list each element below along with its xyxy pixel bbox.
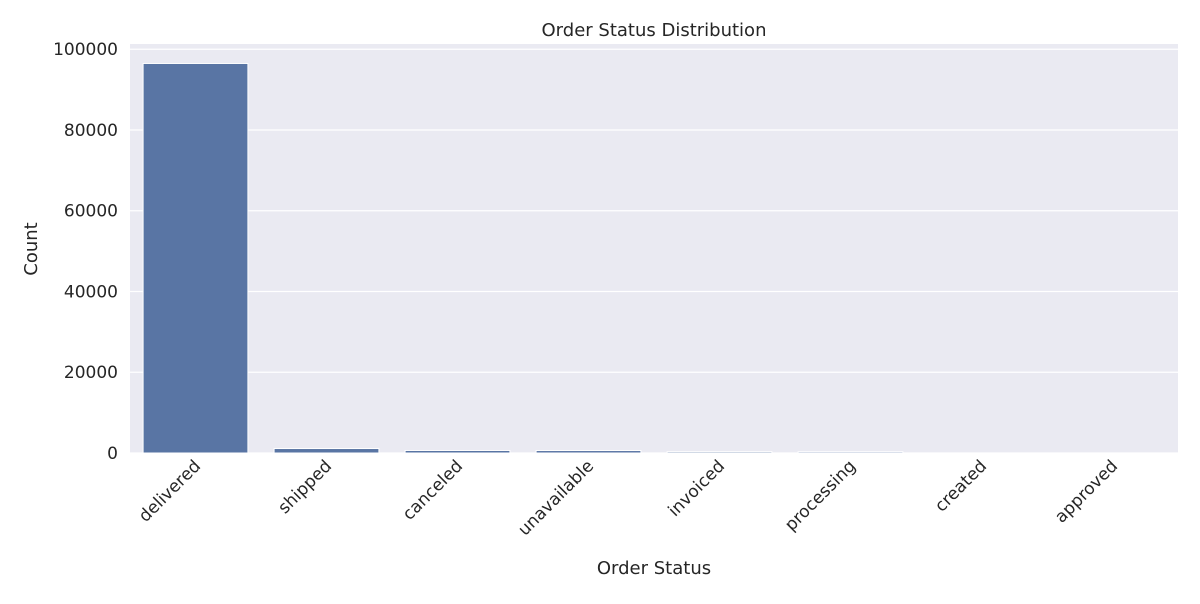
y-tick-label: 60000 <box>64 202 118 222</box>
y-tick-label: 0 <box>107 444 118 464</box>
bar-invoiced <box>667 452 772 453</box>
x-tick-label: canceled <box>399 456 467 524</box>
y-axis-label: Count <box>21 222 42 275</box>
x-tick-label: shipped <box>274 456 336 518</box>
bar-unavailable <box>536 451 641 453</box>
x-tick-label: unavailable <box>514 456 598 540</box>
x-tick-label: approved <box>1051 456 1122 527</box>
chart-title: Order Status Distribution <box>542 20 767 41</box>
y-tick-labels: 0 20000 40000 60000 80000 100000 <box>53 40 118 464</box>
x-axis-label: Order Status <box>597 558 711 579</box>
y-tick-label: 100000 <box>53 40 118 60</box>
bar-canceled <box>405 450 510 453</box>
bar-shipped <box>274 449 379 453</box>
x-tick-label: processing <box>781 456 860 535</box>
x-tick-label: created <box>931 456 991 516</box>
x-tick-labels: delivered shipped canceled unavailable invoi… <box>135 456 1122 540</box>
y-tick-label: 20000 <box>64 363 118 383</box>
y-tick-label: 80000 <box>64 121 118 141</box>
plot-area <box>130 44 1178 453</box>
x-tick-label: invoiced <box>664 456 729 521</box>
bar-delivered <box>143 63 248 453</box>
bar-processing <box>798 452 903 453</box>
x-tick-label: delivered <box>135 456 205 526</box>
y-tick-label: 40000 <box>64 282 118 302</box>
